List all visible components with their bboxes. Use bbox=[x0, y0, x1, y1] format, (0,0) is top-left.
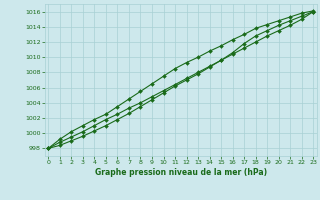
X-axis label: Graphe pression niveau de la mer (hPa): Graphe pression niveau de la mer (hPa) bbox=[95, 168, 267, 177]
